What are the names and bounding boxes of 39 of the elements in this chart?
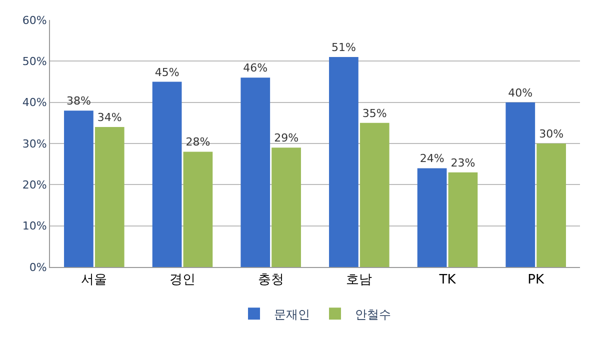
x-tick-label: PK xyxy=(528,272,544,288)
bar xyxy=(506,102,536,267)
bar xyxy=(94,127,124,267)
data-label: 35% xyxy=(362,106,387,120)
data-label: 51% xyxy=(331,41,356,54)
bar xyxy=(360,122,390,267)
x-tick-label: 충청 xyxy=(258,272,284,288)
data-label: 34% xyxy=(97,111,122,124)
legend-label: 문재인 xyxy=(274,307,310,322)
data-label: 45% xyxy=(154,66,180,79)
legend-label: 안철수 xyxy=(355,307,391,322)
x-tick-label: 경인 xyxy=(170,272,196,288)
y-tick-label: 10% xyxy=(22,220,47,233)
bar xyxy=(64,110,94,267)
bar xyxy=(183,152,213,267)
y-tick-label: 50% xyxy=(22,55,47,68)
data-label: 28% xyxy=(186,136,210,149)
x-tick-label: 호남 xyxy=(346,272,372,288)
y-tick-label: 0% xyxy=(29,260,47,274)
y-tick-label: 30% xyxy=(22,137,47,150)
data-label: 29% xyxy=(274,132,299,145)
y-tick-label: 20% xyxy=(22,178,47,192)
x-tick-label: TK xyxy=(438,272,456,288)
bar xyxy=(272,148,301,267)
bar xyxy=(329,57,358,267)
x-tick-label: 서울 xyxy=(81,272,108,288)
data-label: 23% xyxy=(450,156,476,170)
y-tick-label: 60% xyxy=(22,14,47,27)
bar xyxy=(240,78,270,267)
data-label: 40% xyxy=(508,86,533,100)
data-label: 38% xyxy=(66,94,91,108)
data-label: 30% xyxy=(539,128,564,140)
bar xyxy=(448,172,478,267)
bar xyxy=(152,82,182,267)
y-tick-label: 40% xyxy=(22,96,47,110)
data-label: 46% xyxy=(243,62,268,75)
bar xyxy=(536,144,566,267)
bar xyxy=(417,168,447,267)
data-label: 24% xyxy=(420,152,444,166)
